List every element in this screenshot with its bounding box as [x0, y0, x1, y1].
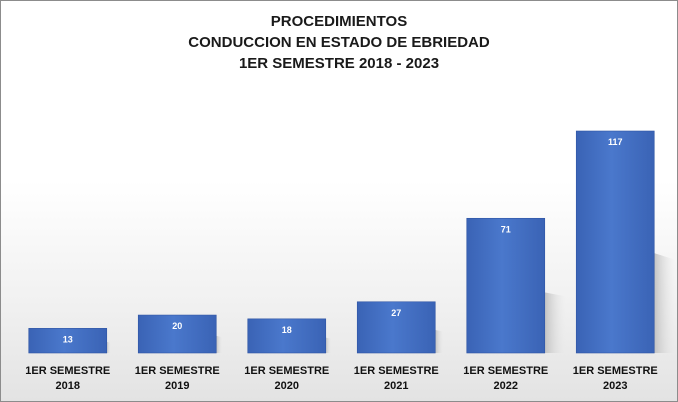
bar: [466, 217, 546, 354]
category-label: 2019: [165, 380, 189, 392]
category-label: 2023: [603, 380, 627, 392]
bar-shadow: [216, 335, 223, 353]
category-label: 2022: [494, 380, 518, 392]
bar-value-label: 117: [608, 137, 623, 147]
bar-value-label: 13: [63, 334, 73, 344]
chart-title-line-1: PROCEDIMIENTOS: [270, 13, 408, 30]
category-label: 1ER SEMESTRE: [573, 365, 658, 377]
bar: [137, 314, 217, 354]
category-label: 1ER SEMESTRE: [25, 365, 110, 377]
category-label: 1ER SEMESTRE: [354, 365, 439, 377]
bar: [575, 130, 655, 354]
category-label: 2021: [384, 380, 408, 392]
bar-value-label: 27: [391, 308, 401, 318]
bar-value-label: 20: [172, 321, 182, 331]
chart-title: PROCEDIMIENTOS CONDUCCION EN ESTADO DE E…: [1, 11, 677, 74]
chart-title-line-3: 1ER SEMESTRE 2018 - 2023: [238, 55, 440, 72]
category-label: 2018: [56, 380, 80, 392]
bar-shadow: [544, 292, 566, 353]
bar-value-label: 18: [282, 325, 292, 335]
bar: [28, 328, 108, 354]
bar: [356, 301, 436, 354]
bar-shadow: [435, 329, 444, 353]
category-label: 1ER SEMESTRE: [463, 365, 548, 377]
category-label: 1ER SEMESTRE: [244, 365, 329, 377]
bar: [247, 318, 327, 354]
bar-shadow: [325, 337, 332, 353]
category-label: 1ER SEMESTRE: [135, 365, 220, 377]
bar-shadow: [106, 341, 111, 353]
bar-value-label: 71: [501, 224, 511, 234]
chart-title-line-2: CONDUCCION EN ESTADO DE EBRIEDAD: [188, 34, 490, 51]
category-label: 2020: [275, 380, 299, 392]
bar-shadow: [654, 253, 676, 353]
